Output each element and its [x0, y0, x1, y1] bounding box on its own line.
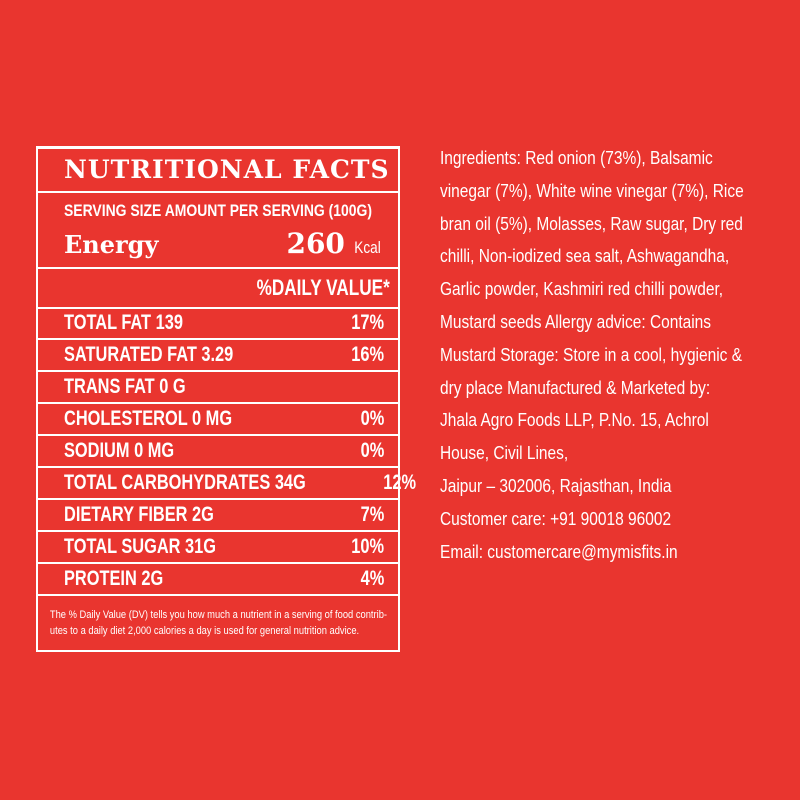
energy-value: 260 [286, 227, 345, 260]
panel-title: NUTRITIONAL FACTS [38, 149, 398, 193]
nutrient-row: TRANS FAT 0 G [38, 373, 398, 404]
nutrient-name: SODIUM 0 MG [64, 439, 175, 463]
info-line: Jaipur – 302006, Rajasthan, India [440, 475, 672, 496]
info-line: bran oil (5%), Molasses, Raw sugar, Dry … [440, 213, 743, 234]
serving-section: SERVING SIZE AMOUNT PER SERVING (100G) E… [38, 193, 398, 269]
nutrition-facts-panel: NUTRITIONAL FACTS SERVING SIZE AMOUNT PE… [36, 146, 416, 652]
nutrient-name: TOTAL FAT 139 [64, 311, 183, 335]
nutrient-row: DIETARY FIBER 2G 7% [38, 501, 398, 532]
info-line: Customer care: +91 90018 96002 [440, 508, 672, 529]
info-line: chilli, Non-iodized sea salt, Ashwagandh… [440, 246, 730, 267]
nutrient-row: CHOLESTEROL 0 MG 0% [38, 405, 398, 436]
energy-label: Energy [64, 230, 159, 259]
energy-unit: Kcal [354, 238, 381, 257]
nutrient-row: TOTAL SUGAR 31G 10% [38, 533, 398, 564]
nutrient-row: TOTAL FAT 139 17% [38, 309, 398, 340]
nutrient-name: TOTAL CARBOHYDRATES 34G [64, 471, 306, 495]
daily-value-text: %DAILY VALUE* [256, 275, 390, 300]
nutrient-percent: 7% [360, 503, 384, 527]
nutrient-name: SATURATED FAT 3.29 [64, 343, 234, 367]
nutrient-name: DIETARY FIBER 2G [64, 503, 214, 527]
nutrient-row: SODIUM 0 MG 0% [38, 437, 398, 468]
footnote-line: The % Daily Value (DV) tells you how muc… [49, 609, 388, 621]
nutrient-name: PROTEIN 2G [64, 567, 164, 591]
info-line: Jhala Agro Foods LLP, P.No. 15, Achrol [440, 410, 709, 431]
ingredients-info: Ingredients: Red onion (73%), Balsamic vi… [440, 142, 793, 568]
nutrient-percent: 12% [383, 471, 417, 495]
footnote-line: utes to a daily diet 2,000 calories a da… [49, 625, 360, 637]
info-line: Email: customercare@mymisfits.in [440, 541, 678, 562]
nutrient-row: TOTAL CARBOHYDRATES 34G 12% [38, 469, 416, 500]
footnote: The % Daily Value (DV) tells you how muc… [38, 597, 390, 639]
nutrient-percent: 0% [360, 439, 384, 463]
daily-value-header: %DAILY VALUE* [38, 269, 398, 309]
info-line: Mustard seeds Allergy advice: Contains [440, 311, 712, 332]
nutrient-name: TOTAL SUGAR 31G [64, 535, 217, 559]
nutrient-row: PROTEIN 2G 4% [38, 565, 398, 596]
nutrient-name: TRANS FAT 0 G [64, 375, 186, 399]
nutrient-percent: 0% [360, 407, 384, 431]
info-line: Ingredients: Red onion (73%), Balsamic [440, 148, 713, 168]
info-line: vinegar (7%), White wine vinegar (7%), R… [440, 180, 744, 201]
serving-size: SERVING SIZE AMOUNT PER SERVING (100G) [64, 201, 373, 220]
info-line: dry place Manufactured & Marketed by: [440, 377, 711, 398]
nutrient-percent: 4% [360, 567, 384, 591]
info-line: Mustard Storage: Store in a cool, hygien… [440, 344, 743, 365]
nutrient-name: CHOLESTEROL 0 MG [64, 407, 233, 431]
info-line: House, Civil Lines, [440, 443, 569, 464]
energy-row: Energy 260 Kcal [64, 227, 398, 260]
nutrient-percent: 10% [351, 535, 384, 559]
info-line: Garlic powder, Kashmiri red chilli powde… [440, 279, 724, 300]
nutrient-percent: 16% [351, 343, 384, 367]
nutrient-row: SATURATED FAT 3.29 16% [38, 341, 398, 372]
nutrient-percent: 17% [351, 311, 384, 335]
